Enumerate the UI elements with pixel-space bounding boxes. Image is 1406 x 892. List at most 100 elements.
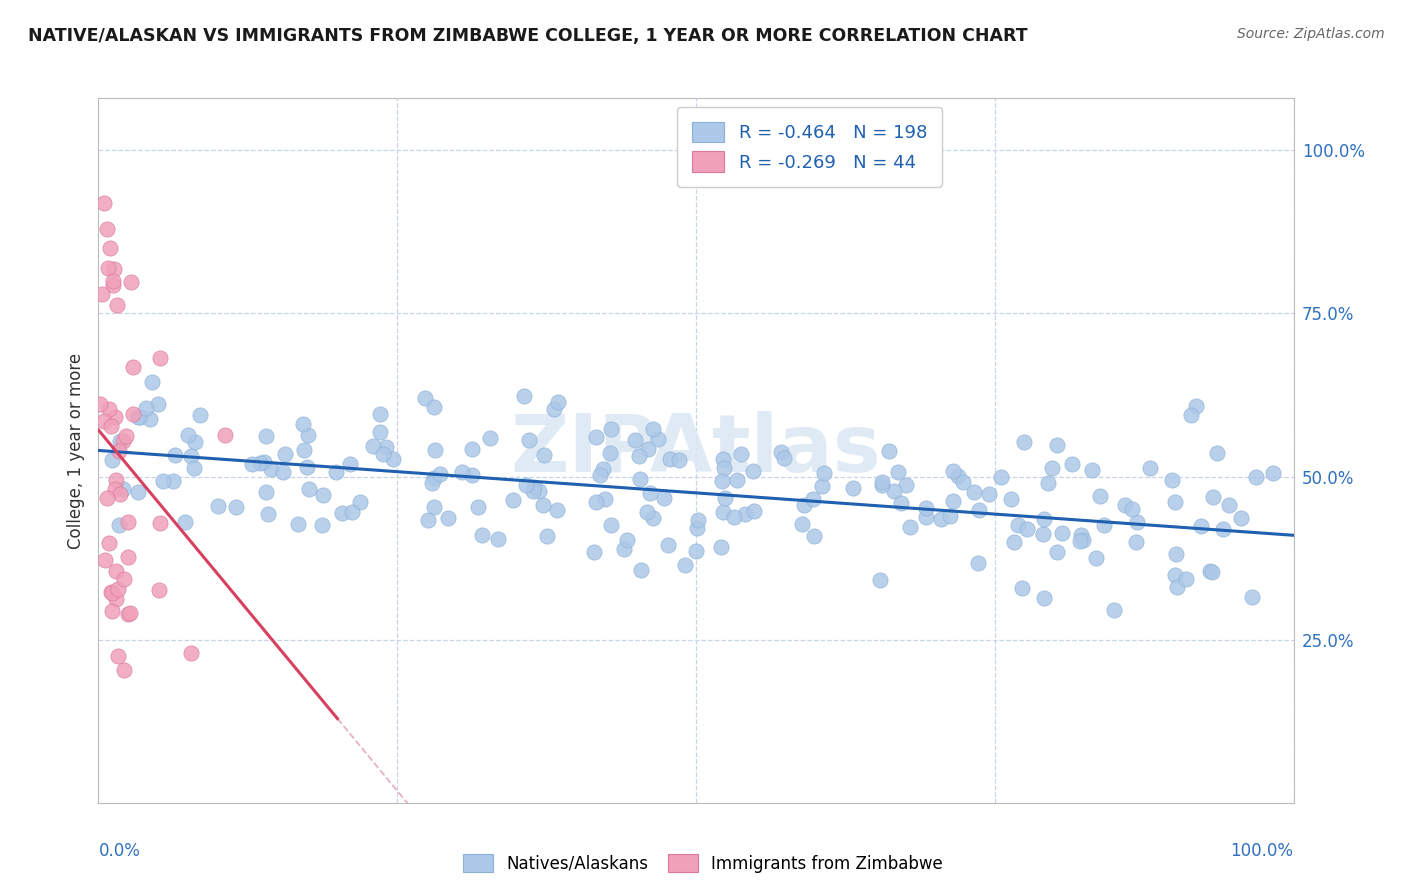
Point [152,474,174,488]
Point [1212,522,1234,536]
Point [413,391,436,405]
Point [1000,492,1022,507]
Point [638,486,661,500]
Point [188,408,211,422]
Point [374,440,396,454]
Point [382,451,405,466]
Point [730,447,752,461]
Point [330,506,353,520]
Point [647,432,669,446]
Point [725,473,748,487]
Point [101,453,124,467]
Point [1241,591,1264,605]
Point [914,510,936,524]
Point [688,513,710,527]
Point [127,484,149,499]
Point [114,428,136,442]
Point [1069,534,1091,549]
Point [1007,518,1029,533]
Point [1090,489,1112,503]
Point [585,495,607,509]
Point [461,442,484,456]
Point [127,410,149,425]
Point [104,473,127,487]
Point [1080,462,1102,476]
Point [1071,533,1094,547]
Point [929,512,952,526]
Point [842,481,865,495]
Point [128,409,150,424]
Point [915,500,938,515]
Point [149,351,172,366]
Point [121,275,143,289]
Point [803,529,825,543]
Point [100,585,122,599]
Point [1166,581,1188,595]
Point [599,422,621,436]
Point [517,434,540,448]
Point [97,260,120,275]
Point [1164,495,1187,509]
Point [637,505,659,519]
Point [723,509,745,524]
Point [165,448,187,462]
Point [139,412,162,426]
Point [939,508,962,523]
Point [533,448,555,462]
Point [742,504,765,518]
Point [1261,466,1284,480]
Point [600,518,623,533]
Point [98,536,121,550]
Point [1180,408,1202,422]
Point [340,505,363,519]
Point [1189,519,1212,533]
Point [531,498,554,512]
Point [641,510,664,524]
Point [96,491,118,506]
Point [686,521,709,535]
Point [349,495,371,509]
Point [180,449,202,463]
Point [98,402,121,417]
Point [1092,518,1115,533]
Point [522,483,544,498]
Point [479,431,502,445]
Point [1002,534,1025,549]
Point [253,455,276,469]
Point [101,274,124,288]
Point [104,410,127,425]
Point [292,417,315,431]
Point [368,407,391,421]
Text: 0.0%: 0.0% [98,841,141,860]
Point [429,467,451,481]
Point [298,482,321,496]
Point [93,195,115,210]
Point [135,401,157,416]
Point [91,286,114,301]
Point [274,447,297,461]
Point [104,483,127,497]
Point [1125,535,1147,549]
Point [471,528,494,542]
Point [100,419,122,434]
Point [111,482,134,496]
Point [872,475,894,489]
Point [112,663,135,677]
Point [94,552,117,566]
Point [772,451,794,466]
Point [107,648,129,663]
Point [292,442,315,457]
Point [741,464,763,478]
Point [96,221,118,235]
Text: 100.0%: 100.0% [1230,841,1294,860]
Point [1052,525,1074,540]
Text: ZIPAtlas: ZIPAtlas [510,411,882,490]
Y-axis label: College, 1 year or more: College, 1 year or more [66,352,84,549]
Point [599,446,621,460]
Point [673,558,696,572]
Point [711,452,734,467]
Point [371,447,394,461]
Point [461,467,484,482]
Point [641,422,664,436]
Point [1206,446,1229,460]
